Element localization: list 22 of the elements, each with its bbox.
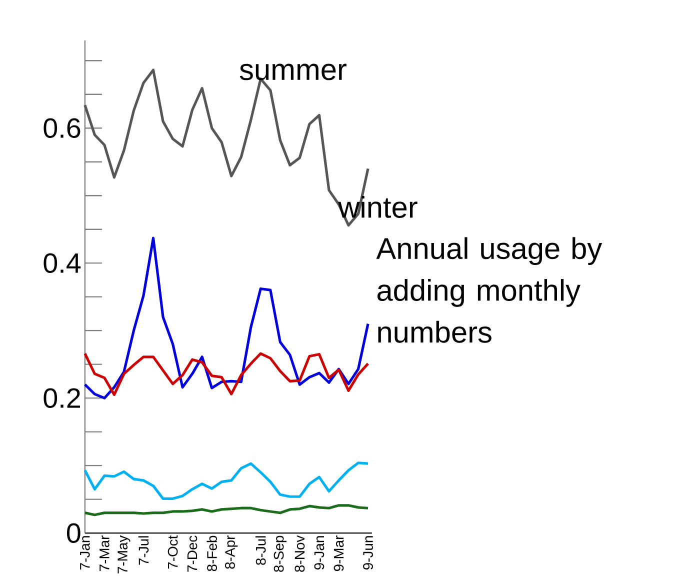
text: Annual usage by adding monthly numbers: [376, 237, 602, 343]
y-tick-label: 0.2: [44, 388, 80, 408]
y-tick-label: 0: [66, 523, 80, 543]
x-tick-label: 7-Mar: [100, 536, 110, 571]
x-tick-label: 8-Feb: [206, 536, 217, 572]
x-tick-label: 9-Jan: [314, 536, 324, 570]
x-tick-label: 7-Jan: [80, 536, 90, 570]
line-series: [84, 462, 370, 500]
y-tick-label: 0.4: [44, 253, 81, 273]
x-tick-label: 9-Jun: [363, 536, 373, 570]
line-series: [84, 236, 370, 400]
x-tick-label: 9-Mar: [334, 536, 344, 572]
x-tick-label: 7-Oct: [168, 535, 178, 569]
x-tick-label: 8-Sep: [274, 536, 286, 572]
x-tick-label: 7-Dec: [187, 536, 198, 572]
x-tick-label: 8-Apr: [225, 536, 238, 569]
y-tick-label: 0.6: [44, 118, 80, 138]
x-tick-label: 7-May: [118, 535, 130, 574]
annotation: summer: [240, 64, 346, 80]
x-tick-label: 7-Jul: [138, 536, 149, 565]
x-tick-label: 8-Jul: [256, 536, 266, 565]
x-tick-label: 8-Nov: [294, 535, 305, 572]
